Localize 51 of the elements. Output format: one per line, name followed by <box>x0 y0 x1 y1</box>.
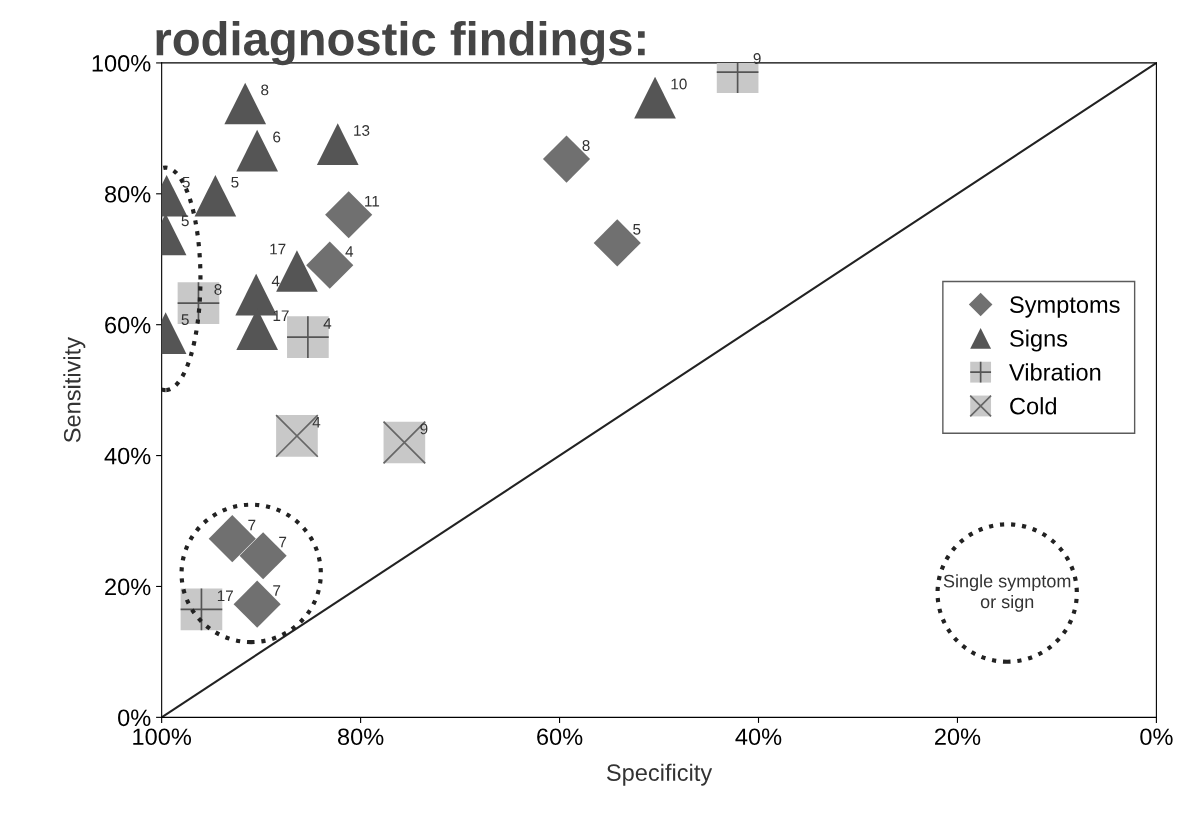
annotation: 9 <box>753 53 761 64</box>
point <box>194 174 237 217</box>
annotation: 17 <box>217 590 233 602</box>
legend-label: Symptoms <box>1010 296 1120 318</box>
annotation: 4 <box>271 275 280 287</box>
annotation: 5 <box>182 176 190 188</box>
annotation: 6 <box>273 131 281 143</box>
annotation: 8 <box>261 84 269 96</box>
annotation: 7 <box>279 536 287 548</box>
x-tick-label: 0% <box>1140 728 1173 746</box>
annotation: 17 <box>273 310 289 321</box>
annotation: 4 <box>345 246 354 257</box>
legend-label: Vibration <box>1009 363 1101 381</box>
y-tick-label: 80% <box>105 185 151 203</box>
annotation: 10 <box>671 78 687 90</box>
legend-label: Cold <box>1010 397 1056 415</box>
point <box>233 580 281 628</box>
annotation: 4 <box>312 417 321 428</box>
annotation: 5 <box>633 224 641 235</box>
annotation: 7 <box>248 519 256 531</box>
y-tick-label: 60% <box>105 316 151 334</box>
point <box>306 241 354 289</box>
chart-title: rodiagnostic findings: <box>156 20 645 66</box>
x-tick-label: 40% <box>735 728 782 746</box>
y-tick-label: 20% <box>105 578 151 596</box>
y-tick-label: 40% <box>104 447 151 465</box>
annotation: 8 <box>582 140 590 151</box>
y-tick-label: 100% <box>92 54 151 72</box>
y-tick-label: 0% <box>118 709 151 727</box>
annotation: 5 <box>181 215 189 227</box>
annotation: 17 <box>270 243 286 255</box>
annotation: 4 <box>323 318 332 329</box>
x-tick-label: 80% <box>338 728 384 746</box>
y-axis-title: Sensitivity <box>63 337 86 443</box>
point <box>224 82 267 125</box>
annotation: 9 <box>420 423 428 435</box>
x-tick-label: 100% <box>133 728 192 746</box>
x-tick-label: 60% <box>537 728 583 746</box>
x-tick-label: 20% <box>935 728 981 746</box>
point <box>208 515 256 563</box>
annotation: 5 <box>181 314 189 326</box>
annotation: 7 <box>273 585 281 596</box>
annotation: 13 <box>354 125 370 136</box>
legend-label: Signs <box>1010 329 1068 352</box>
point <box>593 219 641 267</box>
point <box>542 135 591 183</box>
annotation: 8 <box>214 284 222 295</box>
x-axis-title: Specificity <box>606 763 713 786</box>
annotation: 11 <box>365 195 380 207</box>
annotation: Single symptom or sign <box>943 574 1071 612</box>
annotation: 5 <box>231 176 239 188</box>
